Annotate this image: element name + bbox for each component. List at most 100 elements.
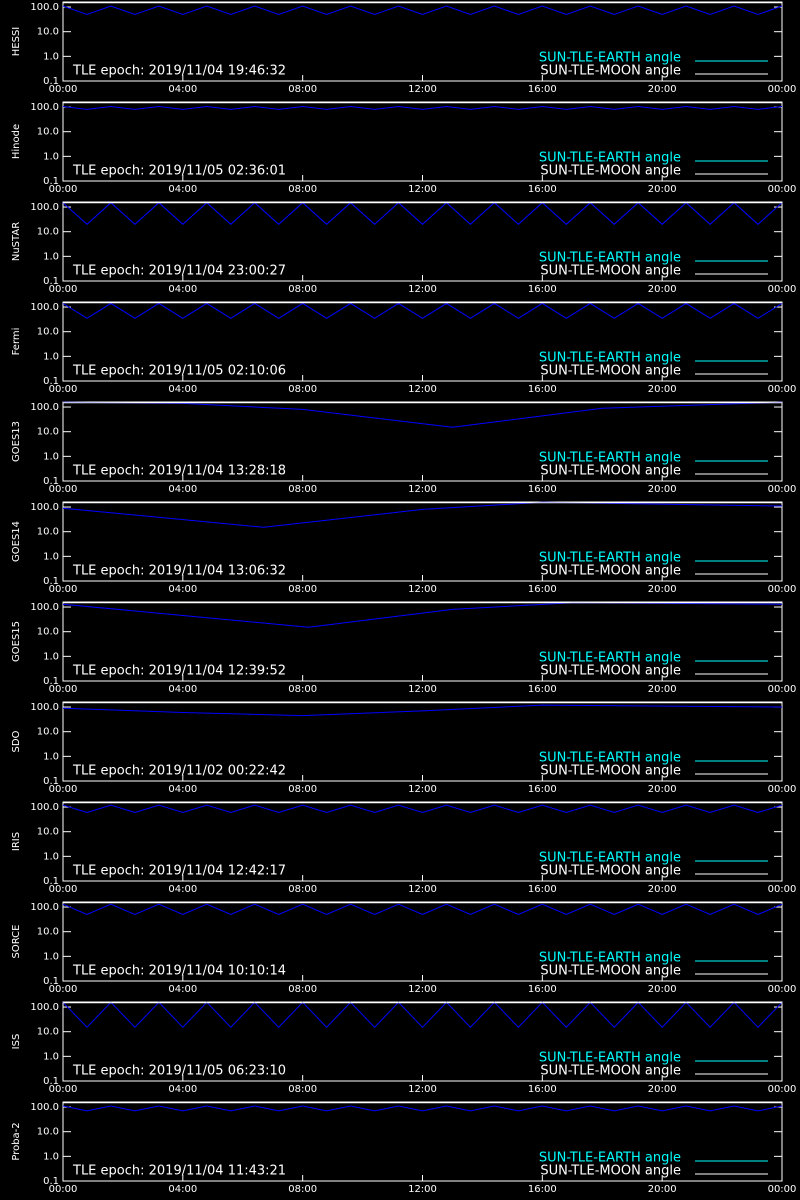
y-axis-label: NuSTAR: [11, 222, 22, 261]
y-tick-label: 0.1: [43, 876, 59, 887]
annotation: TLE epoch: 2019/11/04 12:42:17: [72, 864, 286, 879]
legend-label: SUN-TLE-EARTH angle: [539, 51, 681, 66]
x-tick-label: 20:00: [648, 984, 677, 995]
annotation: TLE epoch: 2019/11/05 06:23:10: [72, 1064, 286, 1079]
y-tick-label: 0.1: [43, 576, 59, 587]
y-tick-label: 1.0: [43, 551, 59, 562]
y-tick-label: 10.0: [37, 427, 59, 438]
x-tick-label: 00:00: [768, 684, 797, 695]
x-tick-label: 20:00: [648, 484, 677, 495]
panel: 100.010.01.00.100:00 04:00 08:00 12:00 16:00…: [11, 901, 797, 995]
x-tick-label: 00:00: [49, 884, 78, 895]
y-tick-label: 1.0: [43, 351, 59, 362]
y-tick-label: 10.0: [37, 1027, 59, 1038]
series-line: [62, 5, 783, 16]
y-axis-label: Hinode: [11, 124, 22, 159]
y-tick-label: 1.0: [43, 151, 59, 162]
x-tick-label: 20:00: [648, 284, 677, 295]
legend-label: SUN-TLE-EARTH angle: [539, 651, 681, 666]
legend-label: SUN-TLE-MOON angle: [540, 264, 681, 279]
x-tick-label: 00:00: [768, 84, 797, 95]
y-tick-label: 10.0: [37, 827, 59, 838]
x-tick-label: 20:00: [648, 84, 677, 95]
y-tick-label: 10.0: [37, 127, 59, 138]
x-tick-label: 20:00: [648, 684, 677, 695]
y-tick-label: 0.1: [43, 1076, 59, 1087]
legend-label: SUN-TLE-EARTH angle: [539, 1151, 681, 1166]
x-tick-label: 12:00: [408, 184, 437, 195]
x-tick-label: 04:00: [168, 484, 197, 495]
y-tick-label: 0.1: [43, 976, 59, 987]
y-tick-label: 10.0: [37, 327, 59, 338]
x-tick-label: 12:00: [408, 784, 437, 795]
y-tick-label: 100.0: [30, 102, 59, 113]
x-tick-label: 20:00: [648, 784, 677, 795]
legend-label: SUN-TLE-MOON angle: [540, 1064, 681, 1079]
panel: 100.010.01.00.100:00 04:00 08:00 12:00 16:00…: [11, 1, 797, 95]
legend-label: SUN-TLE-MOON angle: [540, 564, 681, 579]
series-line: [62, 401, 783, 428]
x-tick-label: 08:00: [288, 384, 317, 395]
x-tick-label: 20:00: [648, 584, 677, 595]
x-tick-label: 08:00: [288, 784, 317, 795]
y-tick-label: 10.0: [37, 527, 59, 538]
legend-label: SUN-TLE-EARTH angle: [539, 151, 681, 166]
x-tick-label: 04:00: [168, 184, 197, 195]
annotation: TLE epoch: 2019/11/04 10:10:14: [72, 964, 286, 979]
x-tick-label: 08:00: [288, 584, 317, 595]
panel: 100.010.01.00.100:00 04:00 08:00 12:00 16:00…: [11, 401, 796, 495]
x-tick-label: 04:00: [168, 384, 197, 395]
legend-label: SUN-TLE-EARTH angle: [539, 1051, 681, 1066]
annotation: TLE epoch: 2019/11/05 02:10:06: [72, 364, 286, 379]
x-tick-label: 00:00: [49, 384, 78, 395]
x-tick-label: 00:00: [768, 1084, 797, 1095]
panel: 100.010.01.00.100:00 04:00 08:00 12:00 16:00…: [11, 501, 797, 595]
y-tick-label: 0.1: [43, 276, 59, 287]
y-tick-label: 10.0: [37, 727, 59, 738]
y-tick-label: 0.1: [43, 676, 59, 687]
x-tick-label: 20:00: [648, 184, 677, 195]
x-tick-label: 12:00: [408, 384, 437, 395]
panel: 100.010.01.00.100:00 04:00 08:00 12:00 16:00…: [11, 1001, 797, 1095]
y-axis-label: SORCE: [11, 925, 22, 959]
y-tick-label: 100.0: [30, 602, 59, 613]
y-tick-label: 100.0: [30, 802, 59, 813]
x-tick-label: 00:00: [49, 1184, 78, 1195]
legend-label: SUN-TLE-EARTH angle: [539, 851, 681, 866]
y-axis-label: Fermi: [11, 328, 22, 356]
panel: 100.010.01.00.100:00 04:00 08:00 12:00 16:00…: [11, 201, 796, 295]
panel: 100.010.01.00.100:00 04:00 08:00 12:00 16:00…: [11, 301, 796, 395]
y-tick-label: 10.0: [37, 927, 59, 938]
series-line: [62, 501, 783, 528]
legend-label: SUN-TLE-MOON angle: [540, 1164, 681, 1179]
series-line: [62, 1001, 783, 1029]
legend-label: SUN-TLE-EARTH angle: [539, 351, 681, 366]
x-tick-label: 12:00: [408, 84, 437, 95]
x-tick-label: 00:00: [768, 584, 797, 595]
x-tick-label: 00:00: [768, 984, 797, 995]
x-tick-label: 20:00: [648, 1184, 677, 1195]
x-tick-label: 00:00: [49, 1084, 78, 1095]
y-axis-label: HESSI: [11, 27, 22, 56]
y-tick-label: 1.0: [43, 1151, 59, 1162]
y-tick-label: 100.0: [30, 202, 59, 213]
y-axis-label: SDO: [11, 730, 22, 752]
y-tick-label: 10.0: [37, 27, 59, 38]
x-tick-label: 00:00: [49, 584, 78, 595]
x-tick-label: 08:00: [288, 84, 317, 95]
annotation: TLE epoch: 2019/11/02 00:22:42: [72, 764, 286, 779]
x-tick-label: 08:00: [288, 184, 317, 195]
legend-label: SUN-TLE-MOON angle: [540, 464, 681, 479]
y-tick-label: 0.1: [43, 1176, 59, 1187]
y-tick-label: 0.1: [43, 176, 59, 187]
x-tick-label: 08:00: [288, 484, 317, 495]
x-tick-label: 16:00: [528, 684, 557, 695]
x-tick-label: 12:00: [408, 984, 437, 995]
x-tick-label: 04:00: [168, 784, 197, 795]
legend-label: SUN-TLE-EARTH angle: [539, 551, 681, 566]
x-tick-label: 16:00: [528, 784, 557, 795]
panel: 100.010.01.00.100:00 04:00 08:00 12:00 16:00…: [11, 701, 796, 795]
y-tick-label: 0.1: [43, 376, 59, 387]
x-tick-label: 16:00: [528, 384, 557, 395]
x-tick-label: 00:00: [49, 484, 78, 495]
